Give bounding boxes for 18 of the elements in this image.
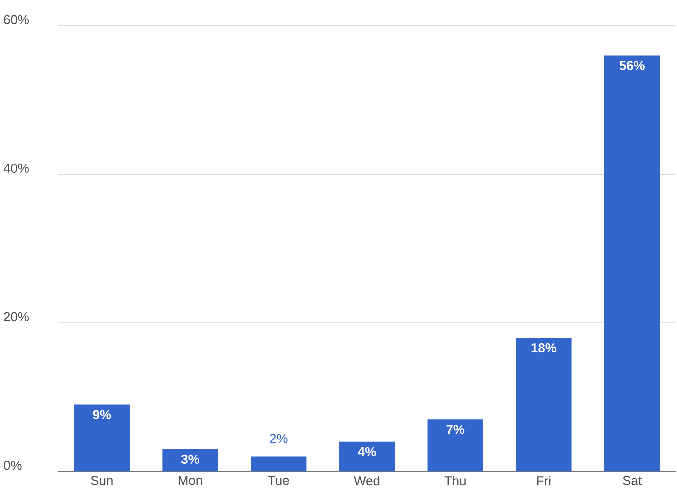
x-tick-label: Sat <box>623 476 642 486</box>
y-tick-label: 20% <box>4 312 29 322</box>
x-tick-label: Tue <box>268 476 290 486</box>
x-tick-label: Thu <box>444 476 466 486</box>
data-label: 3% <box>181 455 200 464</box>
data-label: 56% <box>620 61 645 71</box>
y-tick-label: 40% <box>4 164 29 174</box>
y-tick-label: 60% <box>4 15 29 25</box>
data-label: 18% <box>532 344 557 353</box>
y-tick-label: 0% <box>4 461 22 470</box>
x-tick-label: Sun <box>91 476 113 486</box>
data-label: 7% <box>446 425 465 434</box>
x-tick-label: Wed <box>354 476 380 486</box>
data-label: 9% <box>93 410 112 420</box>
data-label: 4% <box>358 448 376 457</box>
data-label: 2% <box>270 434 288 444</box>
x-tick-label: Fri <box>537 476 551 486</box>
x-tick-label: Mon <box>178 476 202 486</box>
